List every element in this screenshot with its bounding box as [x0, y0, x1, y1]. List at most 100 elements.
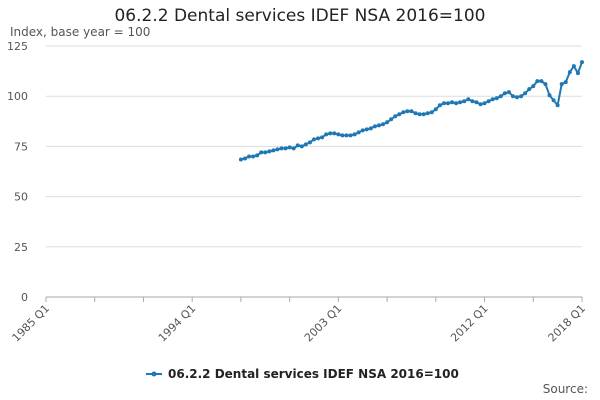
data-point: [332, 131, 337, 136]
data-point: [462, 99, 467, 104]
data-point: [494, 96, 499, 101]
data-point: [397, 112, 402, 117]
data-point: [510, 94, 515, 99]
data-point: [523, 91, 528, 96]
data-point: [344, 133, 349, 138]
data-point: [312, 137, 316, 142]
data-point: [385, 120, 390, 125]
legend-item-label: 06.2.2 Dental services IDEF NSA 2016=100: [168, 367, 459, 381]
data-point: [527, 87, 532, 92]
data-point: [571, 64, 576, 69]
legend-swatch-marker: [151, 371, 157, 377]
data-point: [478, 102, 483, 107]
y-axis-label: Index, base year = 100: [10, 25, 151, 39]
data-point: [348, 133, 353, 138]
data-point: [352, 132, 357, 137]
data-point: [498, 94, 503, 99]
data-point: [372, 124, 377, 129]
data-point: [405, 109, 410, 114]
data-point: [563, 80, 568, 85]
data-point: [454, 101, 459, 106]
data-point: [251, 154, 256, 159]
data-point: [433, 107, 438, 112]
data-point: [336, 132, 341, 137]
data-point: [303, 142, 308, 147]
data-point: [242, 156, 247, 161]
data-point: [441, 101, 446, 106]
data-point: [238, 157, 243, 162]
data-point: [320, 135, 325, 140]
series-group: [238, 60, 584, 162]
y-tick-label: 0: [21, 291, 28, 304]
data-point: [255, 153, 260, 158]
data-point: [429, 110, 434, 115]
legend[interactable]: 06.2.2 Dental services IDEF NSA 2016=100: [146, 367, 459, 381]
x-axis-ticks: 1985 Q1 1994 Q1 2003 Q1 2012 Q1 2018 Q1: [10, 297, 589, 345]
data-point: [409, 109, 414, 114]
y-tick-label: 50: [14, 191, 28, 204]
y-tick-label: 100: [7, 90, 28, 103]
data-point: [421, 112, 426, 117]
data-point: [393, 114, 398, 119]
data-point: [324, 132, 329, 137]
data-point: [466, 97, 471, 102]
data-point: [340, 133, 345, 138]
data-point: [535, 79, 540, 84]
data-point: [259, 150, 264, 155]
data-point: [389, 117, 394, 122]
data-point: [316, 136, 321, 141]
data-point: [506, 90, 511, 95]
data-point: [356, 130, 361, 135]
gridlines: [46, 45, 582, 298]
y-tick-label: 125: [7, 40, 28, 53]
data-point: [539, 79, 544, 84]
data-point: [368, 126, 373, 131]
data-point: [271, 148, 276, 153]
data-point: [360, 128, 365, 133]
data-point: [267, 149, 272, 154]
data-point: [307, 140, 312, 145]
data-point: [567, 70, 572, 75]
x-tick-label: 1994 Q1: [156, 302, 199, 345]
data-point: [328, 131, 333, 136]
data-point: [559, 82, 564, 87]
data-point: [291, 146, 296, 151]
y-tick-label: 75: [14, 140, 28, 153]
data-point: [555, 103, 560, 108]
source-label: Source:: [542, 382, 588, 396]
data-point: [547, 93, 552, 98]
data-point: [275, 147, 280, 152]
data-point: [446, 101, 450, 106]
data-point: [458, 100, 463, 105]
data-point: [531, 84, 536, 89]
x-tick-label: 2012 Q1: [448, 302, 491, 345]
data-point: [490, 97, 495, 102]
data-point: [299, 144, 304, 149]
data-point: [287, 145, 292, 150]
data-point: [450, 100, 455, 105]
data-point: [580, 60, 584, 65]
data-point: [515, 95, 520, 100]
data-point: [381, 122, 386, 127]
x-tick-label: 1985 Q1: [10, 302, 53, 345]
data-point: [295, 143, 300, 148]
data-point: [437, 103, 442, 108]
data-point: [519, 94, 524, 99]
data-point: [486, 99, 491, 104]
data-point: [543, 82, 548, 87]
data-point: [376, 123, 381, 128]
chart-title: 06.2.2 Dental services IDEF NSA 2016=100: [114, 6, 486, 26]
data-point: [247, 154, 252, 159]
data-point: [401, 110, 406, 115]
data-point: [263, 150, 268, 155]
y-axis-ticks: 0 25 50 75 100 125: [7, 40, 28, 304]
data-point: [413, 111, 418, 116]
data-point: [551, 98, 556, 103]
data-point: [417, 112, 422, 117]
data-point: [474, 100, 479, 105]
y-tick-label: 25: [14, 241, 28, 254]
x-tick-label: 2018 Q1: [546, 302, 589, 345]
data-point: [502, 91, 507, 96]
data-point: [425, 111, 430, 116]
